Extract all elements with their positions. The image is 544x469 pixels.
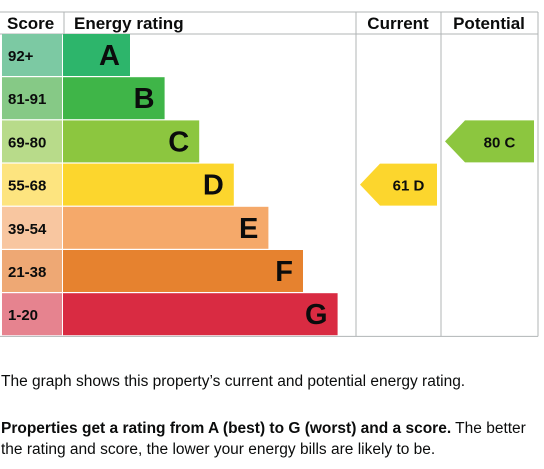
header-potential: Potential [453, 14, 525, 33]
score-cell [2, 250, 62, 292]
rating-bands: 92+ A 81-91 B 69-80 C 55-68 D 39-54 E 21-38 F 1-20 G [2, 34, 338, 336]
score-cell [2, 293, 62, 336]
rating-bar [63, 120, 200, 163]
rating-bar [63, 250, 303, 292]
score-range-label: 21-38 [8, 264, 46, 281]
current-rating-arrow [360, 163, 437, 206]
rating-bar [63, 34, 130, 76]
score-cell [2, 206, 62, 249]
rating-bar [63, 163, 234, 206]
rating-note-bold: Properties get a rating from A (best) to… [1, 420, 452, 437]
rating-letter: F [275, 256, 293, 288]
rating-letter: D [203, 170, 224, 202]
header-energy-rating: Energy rating [74, 14, 184, 33]
potential-rating-arrow [445, 120, 534, 163]
score-range-label: 55-68 [8, 178, 46, 195]
rating-letter: A [99, 40, 120, 72]
score-range-label: 39-54 [8, 221, 47, 238]
rating-letter: B [134, 83, 155, 115]
score-range-label: 81-91 [8, 91, 46, 108]
rating-note: Properties get a rating from A (best) to… [1, 418, 541, 460]
chart-caption: The graph shows this property’s current … [1, 373, 466, 390]
rating-markers: 61 D 80 C [360, 120, 534, 206]
score-range-label: 92+ [8, 48, 34, 65]
score-range-label: 1-20 [8, 307, 38, 324]
score-cell [2, 120, 62, 163]
potential-rating-label: 80 C [484, 134, 516, 151]
rating-letter: E [239, 213, 258, 245]
score-range-label: 69-80 [8, 134, 46, 151]
header-current: Current [367, 14, 429, 33]
rating-note-rest: The better the rating and score, the low… [1, 420, 526, 458]
rating-bar [63, 77, 165, 120]
rating-letter: G [305, 299, 328, 331]
score-cell [2, 163, 62, 206]
rating-bar [63, 206, 269, 249]
rating-bar [63, 293, 338, 336]
score-cell [2, 77, 62, 120]
score-cell [2, 34, 62, 76]
current-rating-label: 61 D [393, 178, 425, 195]
header-score: Score [7, 14, 54, 33]
rating-letter: C [168, 126, 189, 158]
epc-chart: Score Energy rating Current Potential 92… [0, 11, 539, 337]
